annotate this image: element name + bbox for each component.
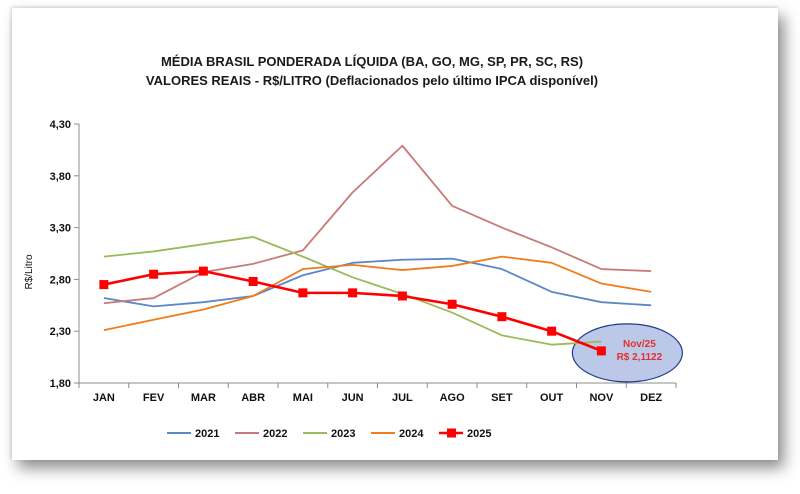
y-tick-label: 1,80	[50, 378, 71, 390]
x-tick-label: DEZ	[640, 392, 662, 404]
legend-label-2025: 2025	[467, 428, 491, 440]
series-2022	[103, 144, 652, 305]
chart-title: MÉDIA BRASIL PONDERADA LÍQUIDA (BA, GO, …	[161, 54, 583, 69]
series-group	[99, 144, 652, 356]
annotation-ellipse	[571, 323, 683, 383]
legend-item-2022: 2022	[235, 428, 287, 440]
legend-item-2021: 2021	[167, 428, 219, 440]
series-2025	[99, 266, 606, 356]
series-2024	[103, 255, 652, 332]
line-chart: MÉDIA BRASIL PONDERADA LÍQUIDA (BA, GO, …	[24, 54, 683, 440]
series-line-2024	[103, 255, 652, 332]
x-tick-label: SET	[491, 392, 513, 404]
chart-subtitle: VALORES REAIS - R$/LITRO (Deflacionados …	[146, 73, 598, 88]
legend-item-2024: 2024	[371, 428, 424, 440]
data-point-2025	[596, 346, 606, 356]
legend-marker-2025	[447, 428, 456, 438]
y-tick-label: 4,30	[50, 119, 71, 131]
data-point-2025	[397, 291, 407, 301]
y-tick-label: 2,80	[50, 274, 71, 286]
chart-card: MÉDIA BRASIL PONDERADA LÍQUIDA (BA, GO, …	[12, 8, 778, 460]
legend-item-2023: 2023	[303, 428, 355, 440]
y-tick-label: 3,30	[50, 223, 71, 235]
x-tick-label: ABR	[241, 392, 265, 404]
legend-label-2022: 2022	[263, 428, 287, 440]
annotation	[571, 323, 683, 383]
series-line-2022	[103, 144, 652, 305]
legend-label-2024: 2024	[399, 428, 424, 440]
series-2023	[103, 236, 602, 346]
data-point-2025	[99, 280, 109, 290]
x-tick-label: JUL	[392, 392, 413, 404]
x-tick-label: NOV	[589, 392, 614, 404]
x-tick-label: JUN	[342, 392, 364, 404]
x-tick-label: FEV	[143, 392, 165, 404]
data-point-2025	[298, 288, 308, 298]
y-axis-title: R$/Litro	[24, 254, 35, 289]
x-tick-label: MAI	[293, 392, 313, 404]
y-tick-label: 3,80	[50, 171, 71, 183]
data-point-2025	[497, 312, 507, 322]
annotation-text: Nov/25 R$ 2,1122	[617, 339, 663, 363]
y-tick-label: 2,30	[50, 326, 71, 338]
x-tick-label: JAN	[93, 392, 115, 404]
data-point-2025	[149, 269, 159, 279]
legend-item-2025: 2025	[439, 428, 491, 440]
data-point-2025	[248, 276, 258, 286]
series-line-2021	[103, 257, 652, 308]
legend-label-2021: 2021	[195, 428, 219, 440]
data-point-2025	[547, 326, 557, 336]
data-point-2025	[198, 266, 208, 276]
annotation-label-month: Nov/25	[623, 339, 656, 350]
legend: 2021 2022 2023 2024 2025	[167, 428, 491, 440]
legend-label-2023: 2023	[331, 428, 355, 440]
x-tick-label: MAR	[191, 392, 216, 404]
series-2021	[103, 257, 652, 308]
axes: 1,80 2,30 2,80 3,30 3,80 4,30 JAN FEV MAR ABR MAI J…	[50, 119, 677, 404]
series-line-2023	[103, 236, 602, 346]
data-point-2025	[447, 299, 457, 309]
x-tick-label: AGO	[440, 392, 466, 404]
series-line-2025	[103, 269, 602, 353]
x-tick-label: OUT	[540, 392, 564, 404]
data-point-2025	[348, 288, 358, 298]
annotation-label-value: R$ 2,1122	[617, 352, 663, 363]
